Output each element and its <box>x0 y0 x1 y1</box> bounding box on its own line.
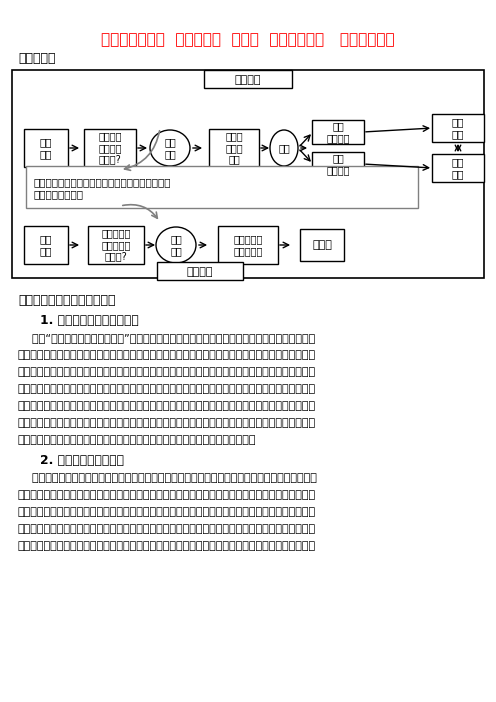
Text: 成新的分子的认识；再次，让学生从水在通直流电的条件下发生分解的实验事实中，初步认识到化学反: 成新的分子的认识；再次，让学生从水在通直流电的条件下发生分解的实验事实中，初步认… <box>18 401 316 411</box>
Text: 水通电后
水分子是
否变化?: 水通电后 水分子是 否变化? <box>98 131 122 164</box>
FancyBboxPatch shape <box>26 166 418 208</box>
Text: 1. 水在直流电作用下的变化: 1. 水在直流电作用下的变化 <box>40 314 139 326</box>
Text: 实验
探究: 实验 探究 <box>164 137 176 159</box>
FancyBboxPatch shape <box>88 226 144 264</box>
FancyBboxPatch shape <box>432 114 484 142</box>
Text: 本节教材展示了两种化学反应的表示方法：一种是文字表达式，另一种是分子结构模型表示法，这: 本节教材展示了两种化学反应的表示方法：一种是文字表达式，另一种是分子结构模型表示… <box>18 473 317 483</box>
Text: 化学科学的独有的思维方式，同时帮助学生形成在化学变化中，构成反应物的分子被破坏，重新组合生: 化学科学的独有的思维方式，同时帮助学生形成在化学变化中，构成反应物的分子被破坏，… <box>18 384 316 394</box>
Text: 水的
合成: 水的 合成 <box>40 234 52 256</box>
FancyBboxPatch shape <box>157 262 243 280</box>
Text: 通过“水在直流电作用下的变化”的实验探究以及对该变化的微观分析，首先可以让学生认识到水: 通过“水在直流电作用下的变化”的实验探究以及对该变化的微观分析，首先可以让学生认… <box>18 333 315 343</box>
Text: 典型教学内容教育价值分析：: 典型教学内容教育价值分析： <box>18 293 116 307</box>
FancyBboxPatch shape <box>24 226 68 264</box>
Text: 化学
性质: 化学 性质 <box>452 157 464 179</box>
Text: 教材分析：: 教材分析： <box>18 51 56 65</box>
Text: 些信息。例如文字表达式可以反映出化学反应的反应物、生成物和反应条件，分子模型表达式还可以反: 些信息。例如文字表达式可以反映出化学反应的反应物、生成物和反应条件，分子模型表达… <box>18 507 316 517</box>
Text: 课题：第二单元  探秘水世界  第二节  水分子的变化   （第一课时）: 课题：第二单元 探秘水世界 第二节 水分子的变化 （第一课时） <box>101 32 395 48</box>
Text: 氧气
（助燃）: 氧气 （助燃） <box>326 121 350 143</box>
Text: 物质组成的探究欲望；其次通过水电解的宏观现象的观察与微观实质的分子，形成宏观与微观相联系的: 物质组成的探究欲望；其次通过水电解的宏观现象的观察与微观实质的分子，形成宏观与微… <box>18 367 316 377</box>
Ellipse shape <box>156 227 196 263</box>
FancyBboxPatch shape <box>312 152 364 176</box>
Text: 氢气
（可燃）: 氢气 （可燃） <box>326 153 350 175</box>
Text: 映出化学反应过程中分子的变化。在学生初学时，这些可以帮助学生更好地认识化学反应，掌握了这两: 映出化学反应过程中分子的变化。在学生初学时，这些可以帮助学生更好地认识化学反应，… <box>18 524 316 534</box>
Text: 可以分解成氢气和氧气，意识到就连水这样简单的物质组成都不是想象的那么简单，激发学生对自然界: 可以分解成氢气和氧气，意识到就连水这样简单的物质组成都不是想象的那么简单，激发学… <box>18 350 316 360</box>
Text: 应的发生需要一定的条件；另外，通过该实验学生可以初步认识水可以发生分解、氢气可以燃烧和氧气: 应的发生需要一定的条件；另外，通过该实验学生可以初步认识水可以发生分解、氢气可以… <box>18 418 316 428</box>
Text: 氢气在空气
中点燃是否
生成水?: 氢气在空气 中点燃是否 生成水? <box>101 228 130 262</box>
Text: 水的
分解: 水的 分解 <box>40 137 52 159</box>
Text: 由分子构成的物质发生化学变化时，分子改变了，
而原子没有改变。: 由分子构成的物质发生化学变化时，分子改变了， 而原子没有改变。 <box>34 177 172 199</box>
Ellipse shape <box>150 130 190 166</box>
FancyBboxPatch shape <box>24 129 68 167</box>
Text: 两极都
有气体
产生: 两极都 有气体 产生 <box>225 131 243 164</box>
Text: 2. 化学反应的表达方法: 2. 化学反应的表达方法 <box>40 453 124 467</box>
Text: 检验: 检验 <box>278 143 290 153</box>
Ellipse shape <box>270 130 298 166</box>
Text: 可以助燃等物质的化学性质，同时，学习根据物质的性质验证氢气和氧气的方法。: 可以助燃等物质的化学性质，同时，学习根据物质的性质验证氢气和氧气的方法。 <box>18 435 256 445</box>
FancyBboxPatch shape <box>84 129 136 167</box>
FancyBboxPatch shape <box>218 226 278 264</box>
FancyBboxPatch shape <box>209 129 259 167</box>
Text: 氢能源: 氢能源 <box>312 240 332 250</box>
Text: 物理
性质: 物理 性质 <box>452 117 464 139</box>
Text: 化合反应: 化合反应 <box>187 267 213 277</box>
FancyBboxPatch shape <box>432 154 484 182</box>
Text: 是学生最早接触到化学反应表示方法，这两种表示方法虽然都不够科学，但是都能反映出化学变化的一: 是学生最早接触到化学反应表示方法，这两种表示方法虽然都不够科学，但是都能反映出化… <box>18 490 316 500</box>
FancyBboxPatch shape <box>300 229 344 261</box>
Text: 产生水雾；
放出热量。: 产生水雾； 放出热量。 <box>233 234 263 256</box>
Text: 种表示方法，可以为后面学习化学方程式打下基础，同时可以使学生更好地理解本节学习的分解反应和: 种表示方法，可以为后面学习化学方程式打下基础，同时可以使学生更好地理解本节学习的… <box>18 541 316 551</box>
FancyBboxPatch shape <box>12 70 484 278</box>
FancyBboxPatch shape <box>204 70 292 88</box>
FancyBboxPatch shape <box>312 120 364 144</box>
Text: 实验
探究: 实验 探究 <box>170 234 182 256</box>
Text: 分解反应: 分解反应 <box>235 75 261 85</box>
